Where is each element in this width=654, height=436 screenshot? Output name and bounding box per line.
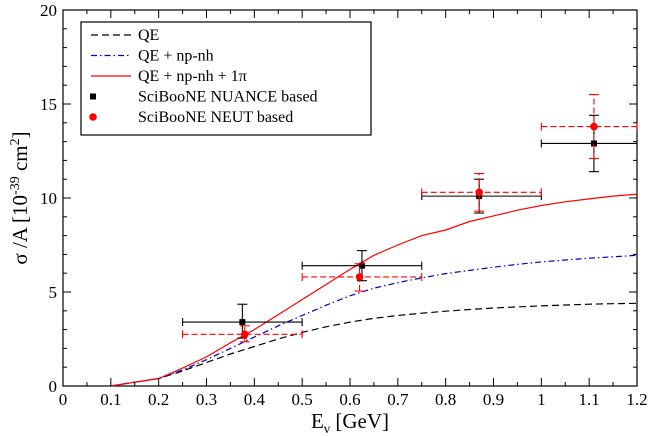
legend-label: QE + np-nh	[138, 48, 214, 65]
x-tick-label: 0.7	[387, 390, 409, 409]
x-tick-label: 1	[537, 390, 546, 409]
data-point-circle	[355, 273, 364, 281]
legend-label-text: QE + np-nh + 1	[138, 68, 239, 85]
x-axis-title: Eν [GeV]	[311, 409, 389, 436]
y-tick-label: 10	[40, 189, 57, 208]
y-axis-title-exponent: -39	[8, 176, 23, 195]
x-tick-label: 0.1	[100, 390, 121, 409]
y-axis-title-close: ]	[8, 131, 32, 138]
x-axis-title-subscript: ν	[324, 422, 330, 436]
legend-label: SciBooNE NEUT based	[138, 109, 293, 126]
x-tick-label: 0.2	[148, 390, 169, 409]
legend-circle-swatch	[89, 113, 97, 121]
data-point-square	[239, 319, 246, 326]
axes: 0 0.1 0.2 0.3 0.4 0.5 0.6 0.7 0.8 0.9 1 1.1 1.2 0 5 10 1…	[40, 1, 648, 409]
x-tick-label: 1.2	[626, 390, 647, 409]
series-line-3	[110, 193, 638, 387]
series-line-1	[110, 302, 638, 387]
y-tick-label: 5	[49, 283, 58, 302]
x-tick-label: 0	[59, 390, 68, 409]
data-points	[182, 94, 638, 343]
legend-label-text: SciBooNE NEUT based	[138, 109, 293, 126]
data-point-circle	[240, 330, 249, 339]
y-tick-label: 15	[40, 95, 57, 114]
x-tick-label: 0.4	[244, 390, 266, 409]
series-line-2	[110, 254, 638, 387]
data-point-square	[590, 140, 597, 147]
legend-label: QE + np-nh + 1π	[138, 68, 247, 85]
legend: QE QE + np-nh QE + np-nh + 1π SciBooNE NUAN…	[80, 21, 372, 136]
x-tick-label: 0.6	[339, 390, 360, 409]
model-curves	[110, 193, 638, 387]
y-axis-title-main: σ /A [10	[8, 195, 32, 265]
y-axis-title: σ /A [10-39 cm2]	[8, 131, 32, 264]
data-point-square	[358, 262, 365, 269]
legend-label-text: QE + np-nh	[138, 48, 214, 65]
y-tick-label: 20	[40, 1, 57, 20]
data-point-circle	[475, 188, 483, 197]
legend-label-text: SciBooNE NUANCE based	[138, 89, 318, 106]
y-axis-title-unit: cm	[8, 145, 32, 176]
x-tick-label: 0.8	[435, 390, 456, 409]
legend-label: QE	[138, 27, 159, 44]
data-point-circle	[590, 122, 598, 131]
x-axis-title-unit: [GeV]	[330, 409, 389, 433]
x-tick-label: 0.9	[483, 390, 504, 409]
legend-label: SciBooNE NUANCE based	[138, 89, 318, 106]
y-tick-label: 0	[49, 377, 58, 396]
legend-label-greek: π	[239, 68, 247, 85]
legend-label-text: QE	[138, 27, 159, 44]
x-tick-label: 0.5	[292, 390, 313, 409]
y-axis-title-unit-exponent: 2	[8, 138, 23, 145]
legend-box	[80, 21, 372, 136]
x-axis-title-main: E	[311, 409, 324, 433]
x-tick-label: 1.1	[579, 390, 600, 409]
x-tick-label: 0.3	[196, 390, 217, 409]
legend-square-swatch	[90, 93, 96, 100]
